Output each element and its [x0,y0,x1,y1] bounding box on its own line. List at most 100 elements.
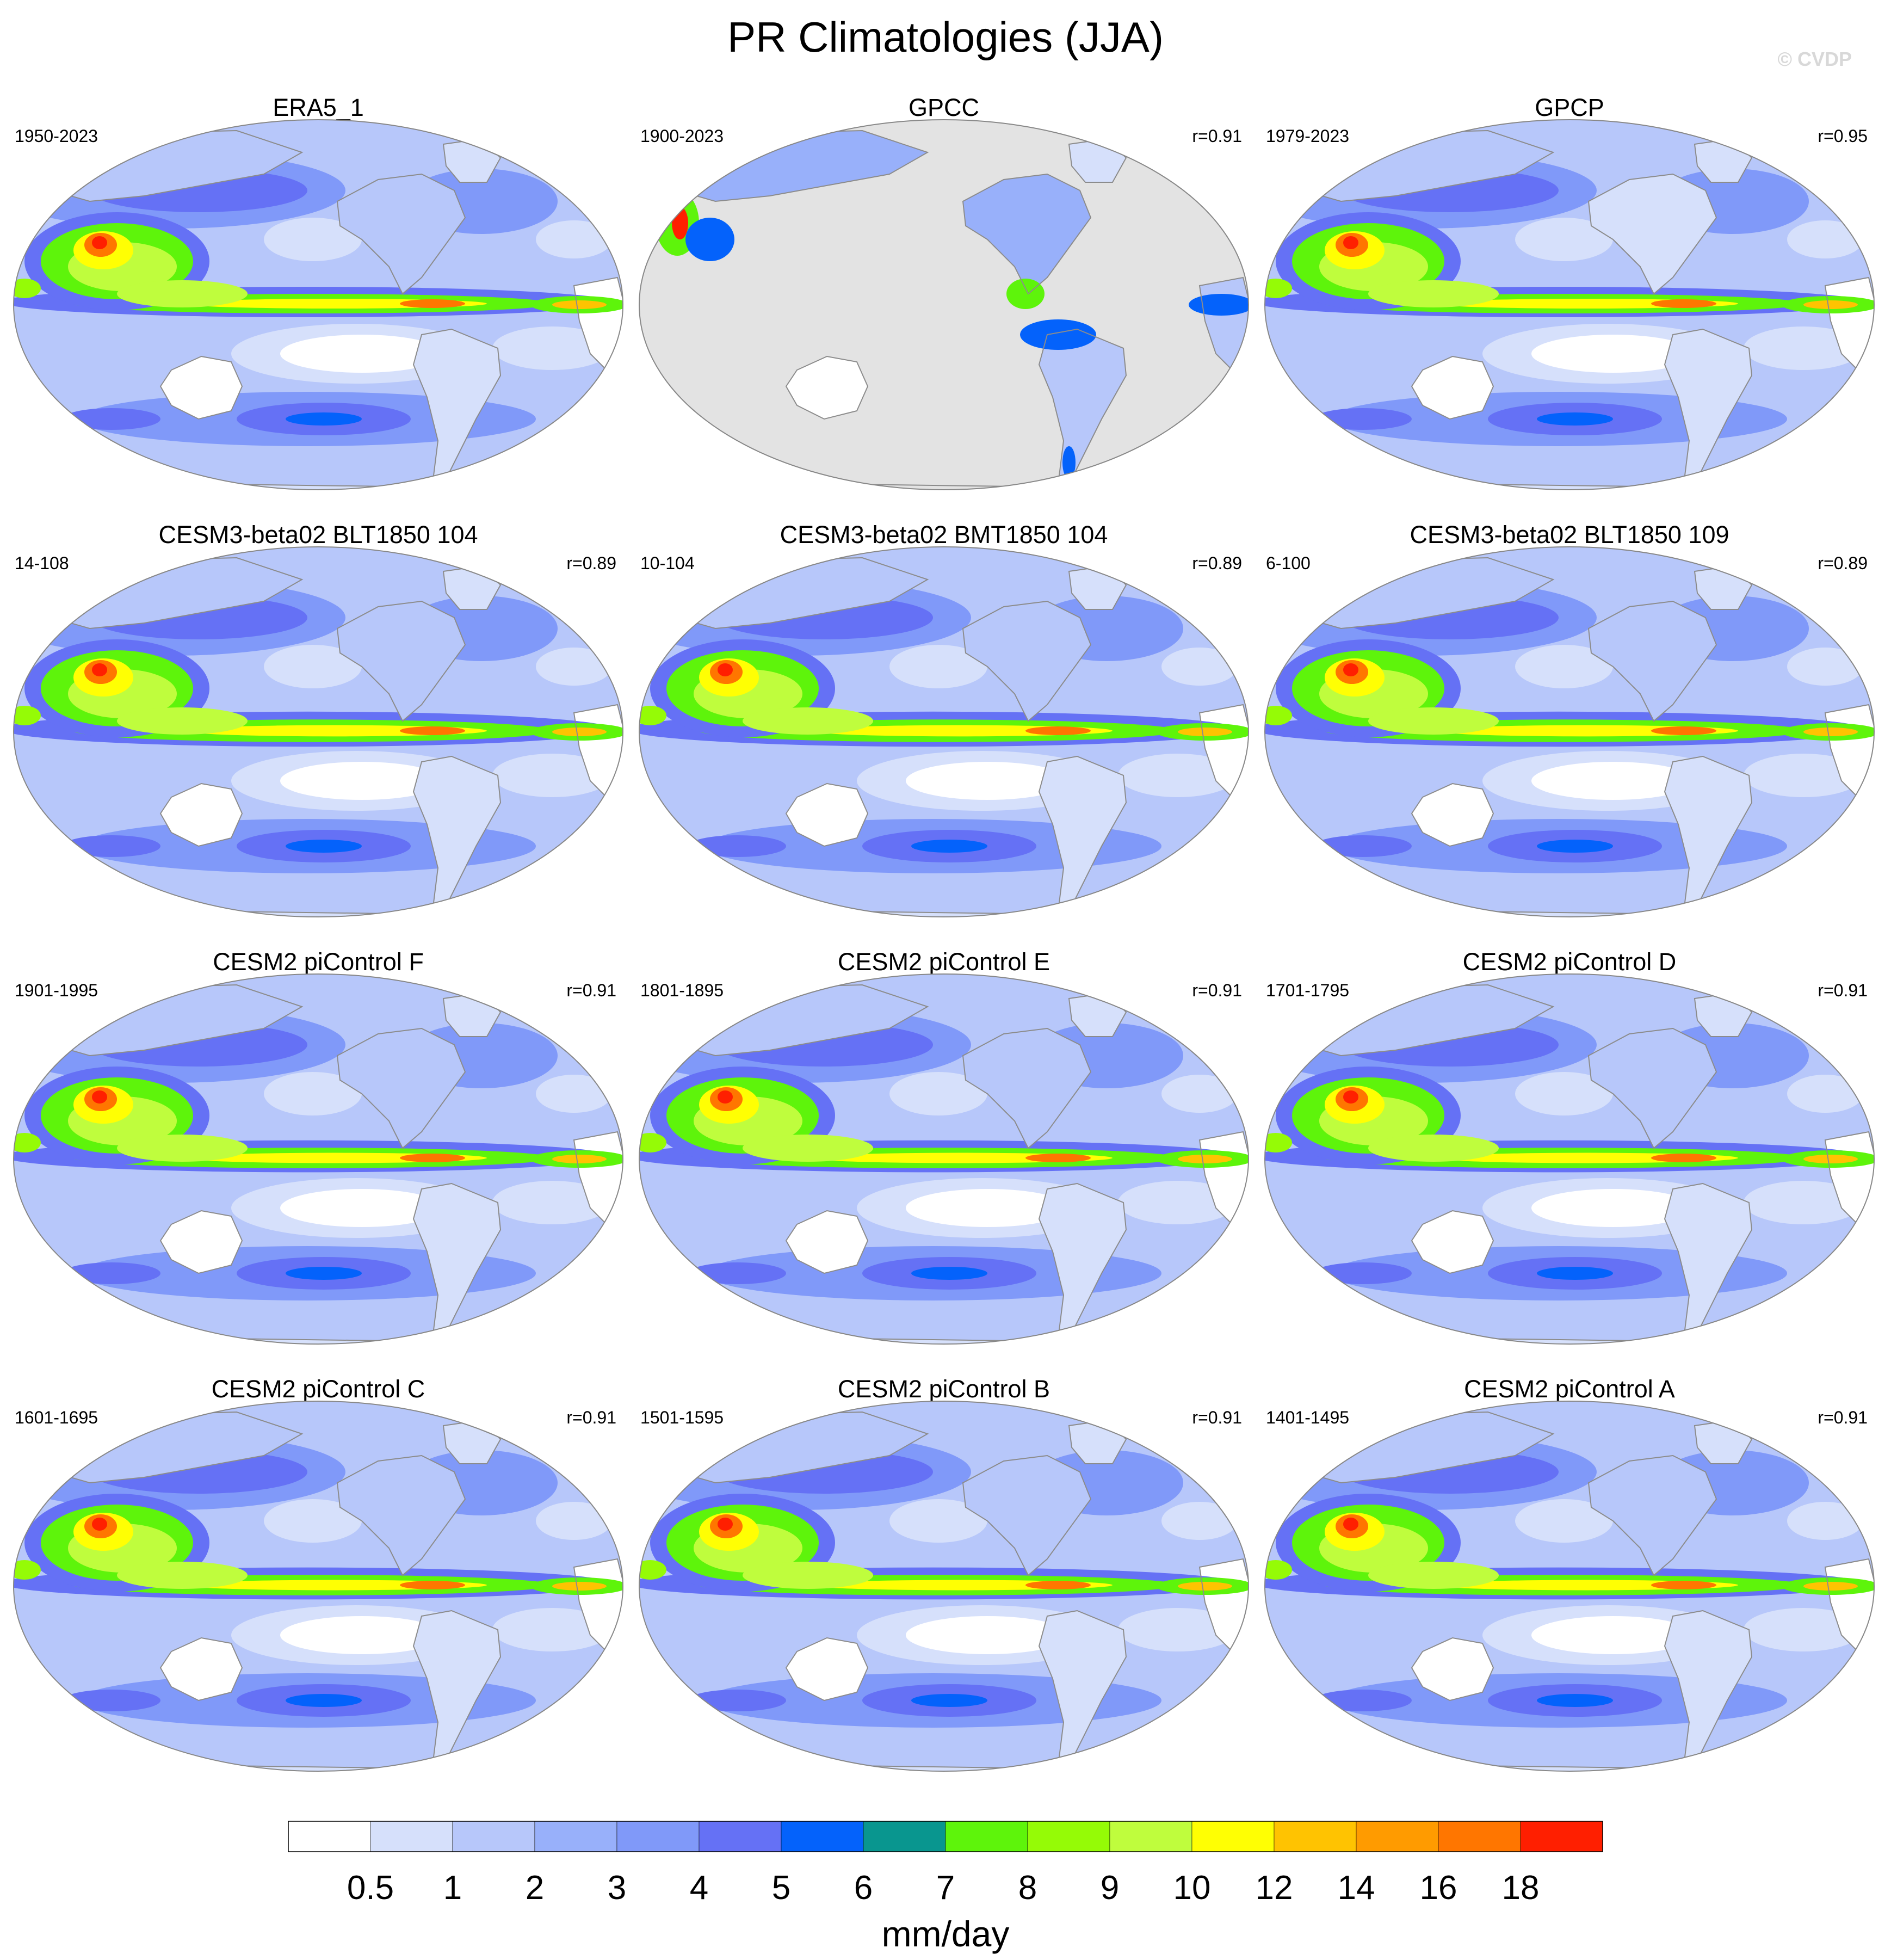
map-frame [1264,1401,1875,1772]
precip-field [14,974,623,1344]
colorbar-tick-label: 14 [1338,1869,1375,1907]
colorbar-tick-label: 16 [1420,1869,1457,1907]
colorbar-swatch [1520,1821,1603,1852]
precip-map [1264,973,1875,1345]
precip-map [1264,119,1875,490]
map-frame [639,973,1249,1345]
map-frame [1264,546,1875,917]
panel-correlation: r=0.89 [566,553,616,573]
map-frame [639,1401,1249,1772]
colorbar-tick-label: 1 [443,1869,462,1907]
colorbar-tick-label: 2 [526,1869,544,1907]
precip-map [13,119,623,490]
panel-title: CESM2 piControl E [837,948,1050,976]
precip-map [13,1401,623,1772]
precip-map [13,546,623,917]
colorbar-swatch [781,1821,864,1852]
colorbar-swatch [288,1821,371,1852]
panel-period: 10-104 [640,553,695,573]
colorbar-swatch [1191,1821,1275,1852]
panel-period: 1900-2023 [640,126,724,146]
precip-map [639,973,1249,1345]
colorbar-swatch [534,1821,617,1852]
panel-period: 1979-2023 [1266,126,1350,146]
precip-map [1264,1401,1875,1772]
panel-title: CESM3-beta02 BLT1850 109 [1410,521,1729,548]
panel-title: CESM3-beta02 BLT1850 104 [158,521,478,548]
colorbar-swatch [616,1821,700,1852]
precip-field [1265,1401,1874,1771]
map-frame [13,973,623,1345]
colorbar-tick-label: 8 [1018,1869,1037,1907]
colorbar-swatch [945,1821,1028,1852]
map-frame [1264,119,1875,490]
colorbar-units: mm/day [881,1914,1010,1954]
colorbar-swatch [1027,1821,1110,1852]
panel-period: 1401-1495 [1266,1408,1350,1427]
panel-period: 1501-1595 [640,1408,724,1427]
panel-correlation: r=0.89 [1818,553,1868,573]
panel-correlation: r=0.91 [1192,126,1242,146]
map-panel: GPCC 1900-2023 r=0.91 [634,93,1254,506]
map-frame [13,119,623,490]
panel-period: 6-100 [1266,553,1311,573]
map-panel: CESM3-beta02 BLT1850 104 14-108 r=0.89 [8,520,628,933]
panel-correlation: r=0.91 [1818,1408,1868,1427]
map-panel: CESM2 piControl B 1501-1595 r=0.91 [634,1374,1254,1788]
panel-period: 14-108 [15,553,69,573]
panel-correlation: r=0.91 [1818,981,1868,1000]
panel-period: 1601-1695 [15,1408,98,1427]
colorbar-tick-label: 6 [854,1869,873,1907]
panel-period: 1701-1795 [1266,981,1350,1000]
colorbar-tick-label: 7 [936,1869,955,1907]
map-frame [13,1401,623,1772]
panel-title: CESM3-beta02 BMT1850 104 [780,521,1108,548]
panel-period: 1950-2023 [15,126,98,146]
panel-title: GPCP [1535,94,1604,121]
panel-period: 1801-1895 [640,981,724,1000]
colorbar-swatch [370,1821,453,1852]
colorbar-swatch [699,1821,782,1852]
panel-title: GPCC [908,94,979,121]
map-panel: CESM2 piControl F 1901-1995 r=0.91 [8,947,628,1360]
precip-field [639,547,1249,917]
map-panel: ERA5_1 1950-2023 [8,93,628,506]
precip-field [14,547,623,917]
colorbar-tick-label: 12 [1256,1869,1293,1907]
precip-map [13,973,623,1345]
colorbar-swatch [1274,1821,1357,1852]
colorbar-tick-label: 18 [1502,1869,1540,1907]
precip-field [14,1401,623,1771]
colorbar-swatch [863,1821,946,1852]
map-panel: GPCP 1979-2023 r=0.95 [1259,93,1880,506]
colorbar-swatch [1438,1821,1521,1852]
precip-map [1264,546,1875,917]
map-frame [639,119,1249,490]
precip-field [1265,547,1874,917]
map-frame [639,546,1249,917]
panel-correlation: r=0.89 [1192,553,1242,573]
panel-period: 1901-1995 [15,981,98,1000]
map-frame [13,546,623,917]
colorbar-tick-label: 0.5 [347,1869,394,1907]
precip-map [639,546,1249,917]
map-panel: CESM2 piControl D 1701-1795 r=0.91 [1259,947,1880,1360]
colorbar-swatch [1109,1821,1192,1852]
panel-title: CESM2 piControl C [211,1375,425,1403]
panel-correlation: r=0.91 [566,981,616,1000]
map-panel: CESM2 piControl A 1401-1495 r=0.91 [1259,1374,1880,1788]
colorbar: 0.5 1 2 3 4 5 6 7 8 9 10 12 14 16 18 [288,1821,1603,1907]
panel-correlation: r=0.91 [566,1408,616,1427]
panel-correlation: r=0.91 [1192,1408,1242,1427]
precip-field [639,974,1249,1344]
panel-title: CESM2 piControl D [1462,948,1677,976]
map-frame [1264,973,1875,1345]
precip-map [639,1401,1249,1772]
precip-field [1265,120,1874,490]
colorbar-tick-label: 4 [690,1869,708,1907]
precip-field [639,120,1249,490]
colorbar-tick-label: 10 [1173,1869,1211,1907]
map-panel: CESM3-beta02 BLT1850 109 6-100 r=0.89 [1259,520,1880,933]
panel-correlation: r=0.95 [1818,126,1868,146]
precip-field [14,120,623,490]
